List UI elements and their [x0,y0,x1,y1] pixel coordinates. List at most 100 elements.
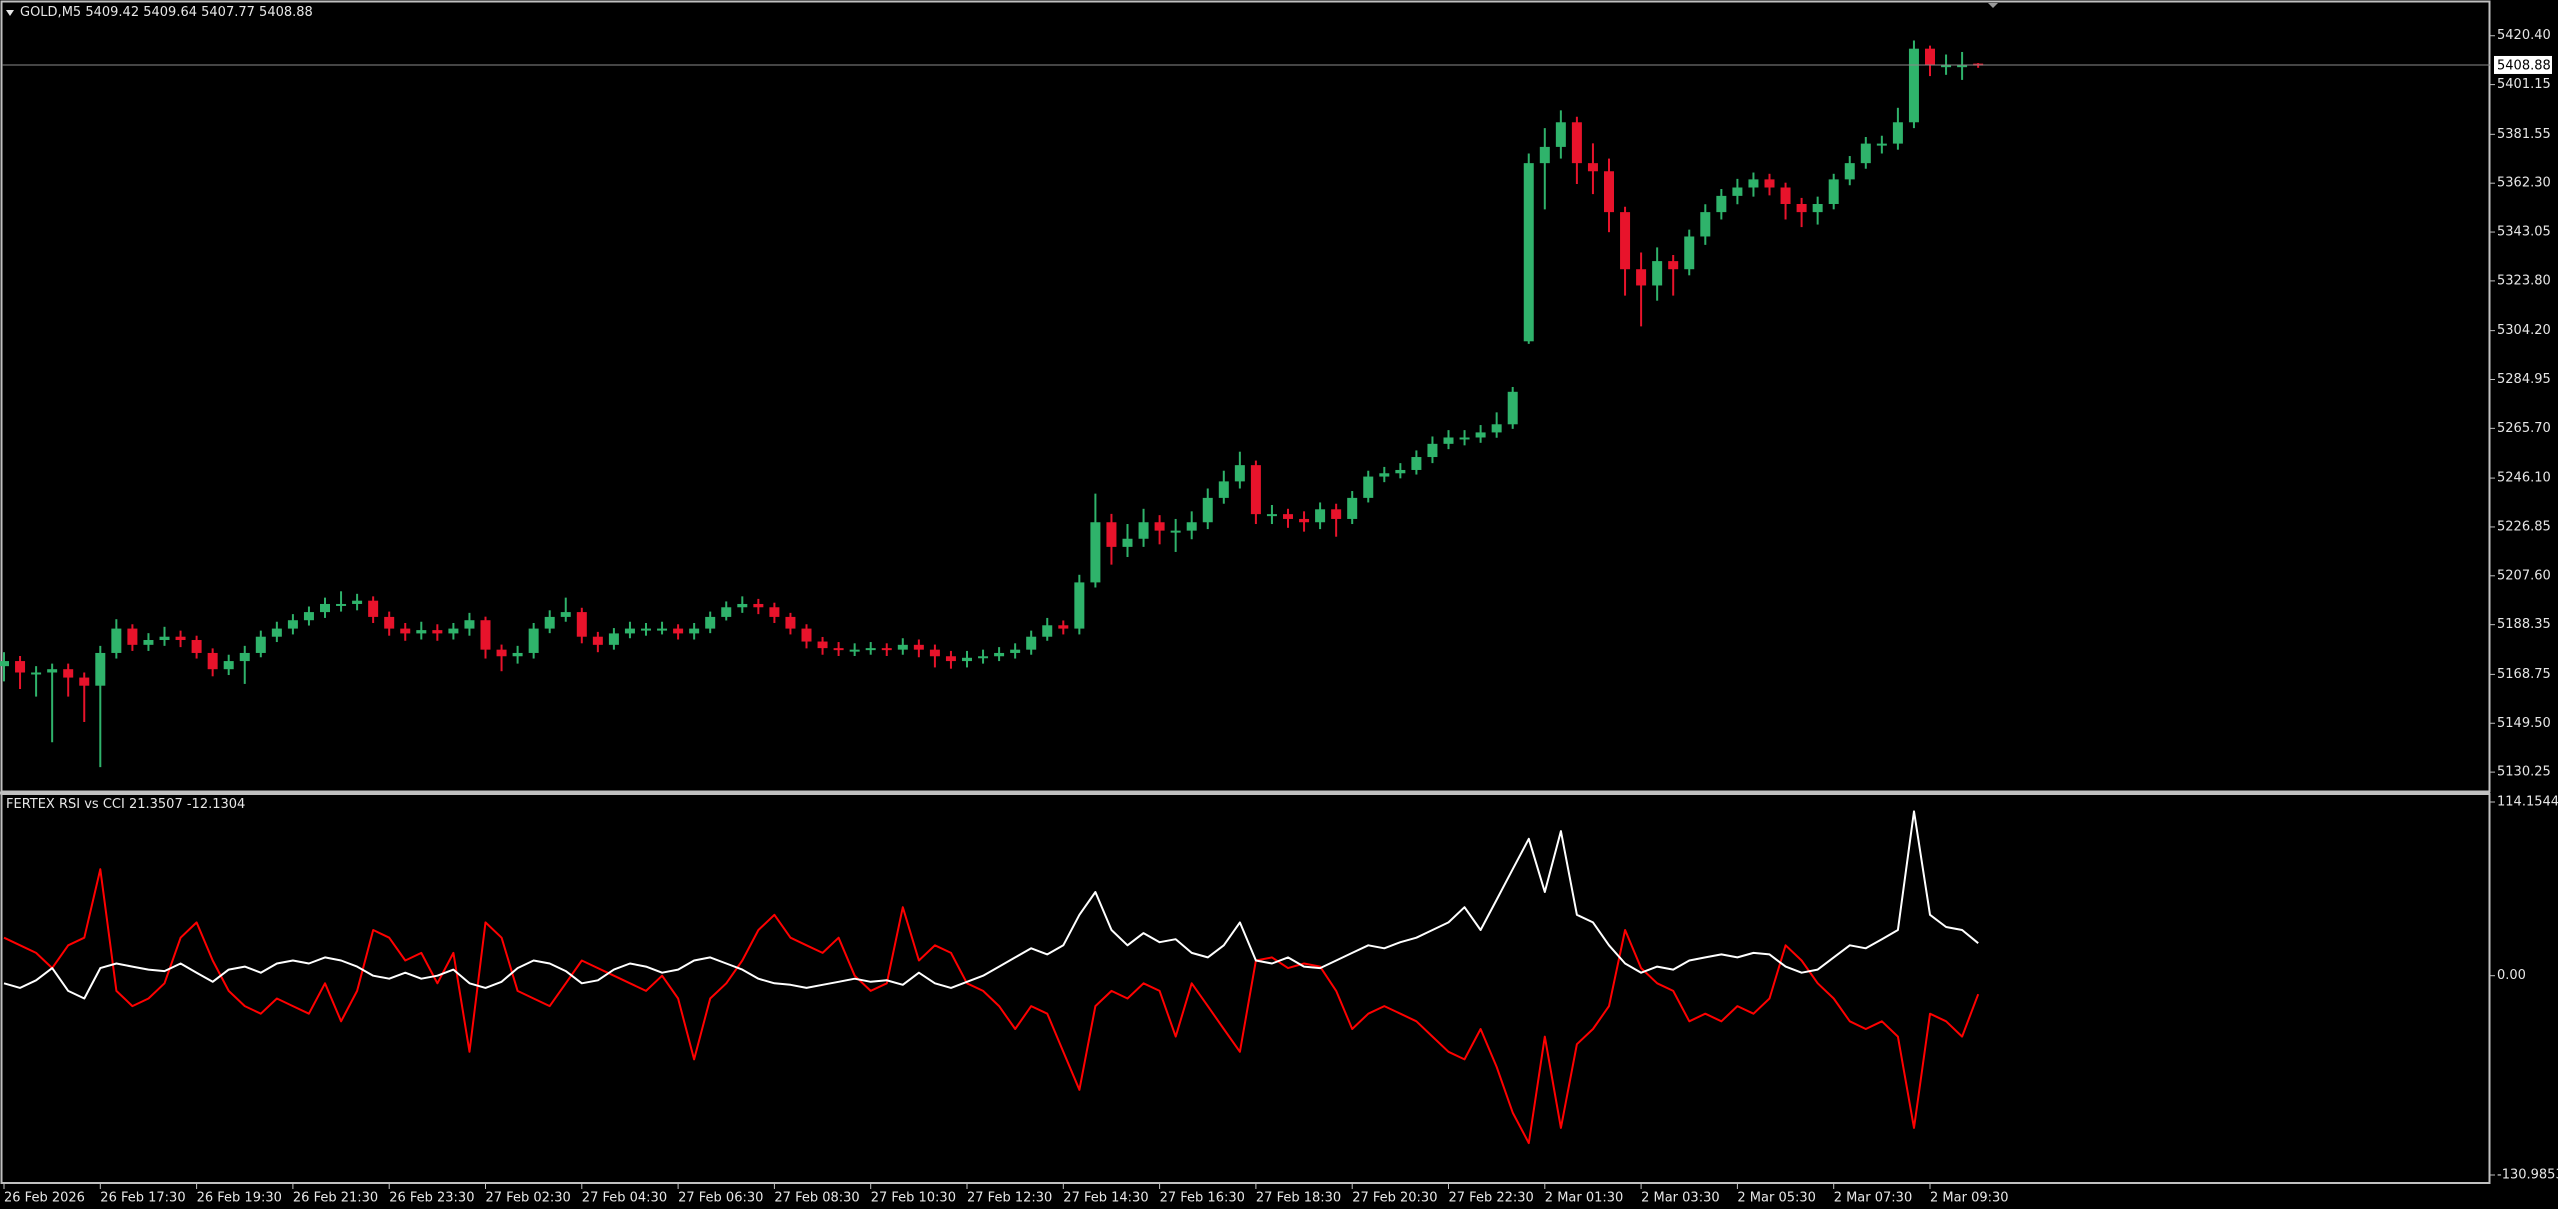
candle-body [1395,469,1406,474]
candle-body [1764,179,1775,188]
candle-body [1908,48,1919,123]
candle-body [111,628,122,653]
candle-body [881,648,892,651]
candle-body [303,612,314,621]
candle-body [191,640,202,653]
candle-body [1379,473,1390,477]
candle-body [1684,236,1695,270]
x-tick-label: 26 Feb 17:30 [100,1191,185,1206]
candle-body [287,620,298,629]
y-tick-label: 5130.25 [2497,765,2551,780]
candle-body [1218,481,1229,498]
candle-body [1154,522,1165,531]
y-tick-label: 5149.50 [2497,716,2551,731]
candle-body [1090,522,1101,583]
candle-body [1828,179,1839,205]
x-tick-label: 27 Feb 12:30 [967,1191,1052,1206]
y-tick-label: 5188.35 [2497,617,2551,632]
candle-body [1459,437,1470,440]
indicator-title: FERTEX RSI vs CCI [6,797,125,812]
candle-body [1925,48,1935,66]
indicator-header: FERTEX RSI vs CCI 21.3507 -12.1304 [6,797,245,812]
candle-body [159,636,170,641]
candle-body [255,636,266,653]
candle-body [0,661,9,667]
candle-body [512,652,523,657]
candle-body [1315,509,1326,523]
candle-body [271,628,282,637]
candle-body [95,652,106,686]
candle-body [1347,497,1358,519]
candle-body [1138,522,1149,539]
candle-body [1523,163,1534,342]
candle-body [1507,391,1518,425]
menu-arrow[interactable] [6,10,14,16]
chart-header: GOLD,M5 5409.42 5409.64 5407.77 5408.88 [20,5,313,20]
candle-body [978,656,989,659]
candle-body [1491,424,1502,433]
y-tick-label: -130.9853 [2497,1168,2558,1183]
candle-body [400,628,411,634]
candle-body [352,600,363,604]
candle-body [448,628,459,634]
candle-body [1892,122,1903,144]
candle-body [1732,187,1743,196]
x-tick-label: 27 Feb 16:30 [1160,1191,1245,1206]
candle-body [1010,649,1021,653]
y-tick-label: 5420.40 [2497,28,2551,43]
x-tick-label: 27 Feb 10:30 [871,1191,956,1206]
candle-body [384,616,395,629]
candle-body [1555,122,1566,147]
candle-body [1170,530,1181,533]
candle-body [432,630,443,634]
x-tick-label: 2 Mar 01:30 [1545,1191,1624,1206]
candle-body [1443,437,1454,444]
candle-body [1299,518,1310,523]
candle-body [737,603,748,608]
candle-body [769,607,780,617]
candle-body [1604,171,1614,213]
candle-body [15,661,26,673]
candle-body [945,656,956,662]
x-tick-label: 27 Feb 14:30 [1063,1191,1148,1206]
candle-body [1202,497,1213,523]
y-tick-label: 5323.80 [2497,273,2551,288]
candle-body [994,652,1005,657]
current-price-box [2494,55,2552,74]
candle-body [1957,65,1968,68]
indicator-value: -12.1304 [187,797,245,812]
candle-body [336,603,347,606]
quote-open: 5409.42 [85,5,139,20]
candle-body [657,628,668,631]
x-tick-label: 27 Feb 08:30 [774,1191,859,1206]
candle-body [817,641,828,649]
candle-body [833,648,844,651]
candle-body [1571,122,1582,164]
x-tick-label: 2 Mar 05:30 [1737,1191,1816,1206]
candle-body [897,644,908,650]
candle-body [1780,187,1791,205]
quote-high: 5409.64 [143,5,197,20]
candle-body [1026,636,1037,650]
candle-body [1074,582,1085,629]
candle-body [785,616,796,629]
candle-body [641,628,651,631]
x-tick-label: 26 Feb 23:30 [389,1191,474,1206]
candle-body [1122,538,1133,547]
candle-body [624,628,635,634]
shift-marker[interactable] [1988,3,1998,8]
candle-body [1058,625,1069,629]
x-tick-label: 27 Feb 20:30 [1352,1191,1437,1206]
x-tick-label: 26 Feb 2026 [4,1191,85,1206]
candle-body [1106,522,1117,547]
candle-body [849,649,860,652]
candle-body [1427,443,1438,458]
candle-body [79,677,90,686]
candle-body [1668,261,1679,270]
x-tick-label: 2 Mar 03:30 [1641,1191,1720,1206]
candle-body [47,669,58,673]
candle-body [1266,514,1277,517]
candle-body [962,657,972,662]
